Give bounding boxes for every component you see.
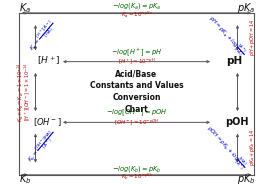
Text: $[H^+] = 10^{-pH}$: $[H^+] = 10^{-pH}$ bbox=[117, 57, 156, 66]
Text: $[H^+][OH^-] = 1\times10^{-14}$: $[H^+][OH^-] = 1\times10^{-14}$ bbox=[22, 63, 32, 121]
Text: $-log[OH^-] = pOH$: $-log[OH^-] = pOH$ bbox=[106, 108, 167, 118]
Text: $[OH^-] = 10^{-pOH}$: $[OH^-] = 10^{-pOH}$ bbox=[114, 118, 159, 127]
Text: $K_a \times K_b = K_w = 1\times10^{-14}$: $K_a \times K_b = K_w = 1\times10^{-14}$ bbox=[15, 62, 26, 122]
Text: $pH = pK_a + log\frac{[A^-]}{[HA]}$: $pH = pK_a + log\frac{[A^-]}{[HA]}$ bbox=[205, 13, 248, 59]
Text: Conversion: Conversion bbox=[112, 93, 161, 102]
Text: $[H^+]$: $[H^+]$ bbox=[37, 54, 61, 67]
Text: Constants and Values: Constants and Values bbox=[90, 81, 183, 90]
Text: $pK_a$: $pK_a$ bbox=[237, 1, 255, 15]
Text: $pK_b$: $pK_b$ bbox=[237, 172, 255, 184]
Text: $K_b$: $K_b$ bbox=[19, 173, 31, 184]
Text: $-log[H^+] = pH$: $-log[H^+] = pH$ bbox=[111, 47, 162, 58]
Text: pH: pH bbox=[227, 56, 243, 66]
Text: Acid/Base: Acid/Base bbox=[115, 69, 158, 78]
Text: $pK_a + pK_b = 14$: $pK_a + pK_b = 14$ bbox=[248, 129, 257, 166]
Text: $pOH = pK_b + log\frac{[HA]}{[A^-]}$: $pOH = pK_b + log\frac{[HA]}{[A^-]}$ bbox=[203, 123, 250, 172]
Text: $K_a$: $K_a$ bbox=[19, 1, 31, 15]
Text: $K_b = 10^{-pK_b}$: $K_b = 10^{-pK_b}$ bbox=[121, 172, 152, 182]
Text: pOH: pOH bbox=[225, 117, 249, 127]
Text: $K_a = \frac{[H^+][A^-]}{[HA]}$: $K_a = \frac{[H^+][A^-]}{[HA]}$ bbox=[25, 18, 59, 54]
Text: $[OH^-]$: $[OH^-]$ bbox=[33, 116, 62, 128]
Text: Chart: Chart bbox=[125, 105, 148, 114]
Text: $-log(K_b) = pK_b$: $-log(K_b) = pK_b$ bbox=[112, 164, 161, 174]
Text: $-log(K_a) = pK_a$: $-log(K_a) = pK_a$ bbox=[112, 1, 161, 11]
Text: $K_a = 10^{-pK_a}$: $K_a = 10^{-pK_a}$ bbox=[121, 10, 152, 20]
Text: $K_b = \frac{[OH^-][HA]}{[A^-]}$: $K_b = \frac{[OH^-][HA]}{[A^-]}$ bbox=[25, 128, 60, 166]
Text: $pH + pOH = 14$: $pH + pOH = 14$ bbox=[248, 19, 257, 56]
